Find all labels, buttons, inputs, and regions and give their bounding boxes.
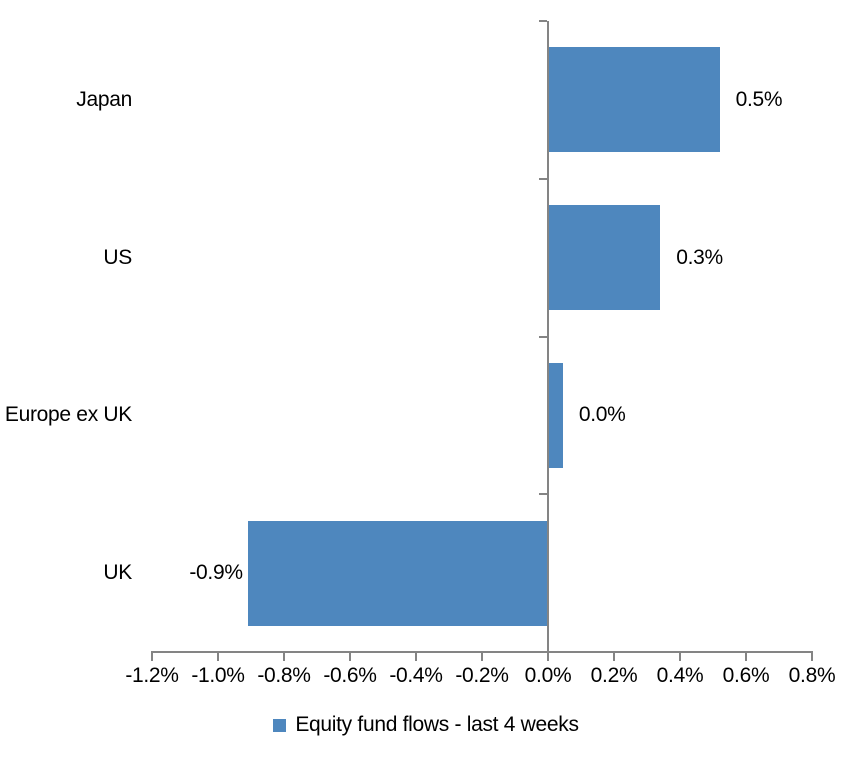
category-tick-3 <box>539 493 547 496</box>
value-label-europe-ex-uk: 0.0% <box>578 403 626 427</box>
bar-europe-ex-uk <box>548 362 563 468</box>
category-tick-1 <box>539 177 547 180</box>
x-tick-label-4: -0.4% <box>389 664 443 687</box>
x-tick-label-8: 0.4% <box>656 664 704 687</box>
category-label-uk: UK <box>103 561 132 585</box>
bar-japan <box>548 47 720 153</box>
value-label-us: 0.3% <box>676 245 723 269</box>
bar-uk <box>247 520 548 626</box>
x-tick-3 <box>349 652 351 661</box>
x-tick-label-7: 0.2% <box>590 664 638 687</box>
x-tick-label-0: -1.2% <box>125 664 179 687</box>
x-tick-10 <box>811 652 813 661</box>
x-tick-label-2: -0.8% <box>257 664 311 687</box>
x-tick-7 <box>613 652 615 661</box>
value-label-japan: 0.5% <box>735 87 783 111</box>
category-tick-2 <box>539 335 547 338</box>
x-tick-5 <box>481 652 483 661</box>
legend-swatch-icon <box>273 718 287 732</box>
x-tick-label-6: 0.0% <box>524 664 572 687</box>
x-tick-label-1: -1.0% <box>191 664 245 687</box>
x-tick-label-5: -0.2% <box>455 664 509 687</box>
x-tick-6 <box>547 652 549 661</box>
legend: Equity fund flows - last 4 weeks <box>0 711 852 739</box>
category-label-us: US <box>103 245 132 269</box>
x-tick-2 <box>283 652 285 661</box>
category-tick-0 <box>539 20 547 22</box>
category-label-europe-ex-uk: Europe ex UK <box>4 403 132 427</box>
y-axis-line <box>547 21 549 652</box>
x-tick-label-9: 0.6% <box>722 664 770 687</box>
x-tick-9 <box>745 652 747 661</box>
x-tick-4 <box>415 652 417 661</box>
category-label-japan: Japan <box>76 87 132 111</box>
x-tick-1 <box>217 652 219 661</box>
x-tick-label-10: 0.8% <box>788 664 836 687</box>
x-tick-0 <box>151 652 153 661</box>
value-label-uk: -0.9% <box>189 561 243 585</box>
x-tick-label-3: -0.6% <box>323 664 377 687</box>
x-tick-8 <box>679 652 681 661</box>
legend-label: Equity fund flows - last 4 weeks <box>295 713 579 736</box>
bar-us <box>548 205 661 311</box>
